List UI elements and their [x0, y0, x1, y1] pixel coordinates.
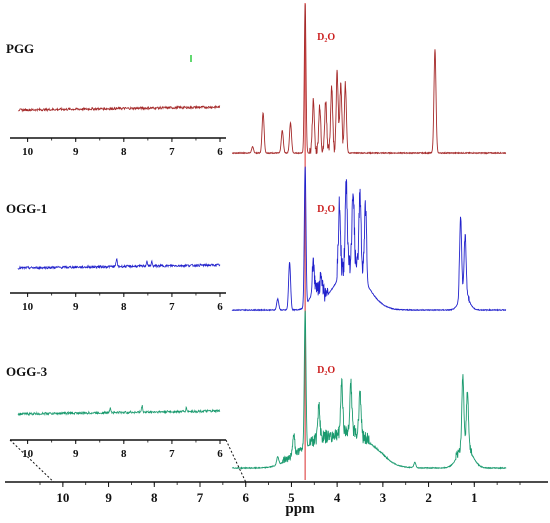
spectrum-trace: [231, 310, 507, 470]
main-tick-label: 7: [197, 490, 204, 505]
main-tick-label: 1: [471, 490, 478, 505]
inset-tick-label: 7: [169, 448, 175, 460]
inset-tick-label: 6: [217, 301, 223, 313]
inset-tick-label: 8: [121, 448, 127, 460]
inset-tick-label: 6: [217, 448, 223, 460]
main-tick-label: 10: [56, 490, 69, 505]
inset-tick-label: 9: [73, 146, 79, 158]
main-tick-label: 6: [242, 490, 249, 505]
inset-spectrum-trace: [17, 405, 221, 417]
main-tick-label: 2: [425, 490, 432, 505]
inset-tick-label: 10: [22, 448, 34, 460]
inset-tick-label: 8: [121, 146, 127, 158]
solvent-label: D₂O: [317, 365, 335, 376]
inset-tick-label: 10: [22, 146, 34, 158]
spectrum-trace: [231, 166, 507, 312]
inset-tick-label: 8: [121, 301, 127, 313]
inset-tick-label: 10: [22, 301, 34, 313]
main-tick-label: 9: [105, 490, 112, 505]
inset-tick-label: 9: [73, 301, 79, 313]
inset-spectrum-trace: [17, 104, 221, 113]
axes-layer: 10 9 8 7 6 10 9 8 7 6 10 9 8 7 6 10 9 8 7 6 5 4 3 2 1: [5, 137, 548, 505]
spectrum-trace: [231, 4, 507, 155]
sample-label: OGG-1: [6, 201, 47, 216]
main-tick-label: 4: [334, 490, 341, 505]
main-tick-label: 3: [380, 490, 387, 505]
inset-spectrum-trace: [17, 257, 221, 271]
inset-tick-label: 9: [73, 448, 79, 460]
main-tick-label: 5: [288, 490, 295, 505]
inset-tick-label: 7: [169, 301, 175, 313]
inset-tick-label: 7: [169, 146, 175, 158]
zoom-guide-left: [9, 439, 55, 483]
sample-label: PGG: [6, 41, 34, 56]
spectra-layer: [17, 3, 507, 480]
main-tick-label: 8: [151, 490, 158, 505]
solvent-label: D₂O: [317, 204, 335, 215]
solvent-label: D₂O: [317, 32, 335, 43]
sample-label: OGG-3: [6, 364, 48, 379]
inset-tick-label: 6: [217, 146, 223, 158]
labels-layer: PGG D₂O OGG-1 D₂O OGG-3 D₂O: [6, 32, 335, 379]
zoom-guide-right: [225, 439, 247, 483]
x-axis-title: ppm: [285, 501, 315, 517]
